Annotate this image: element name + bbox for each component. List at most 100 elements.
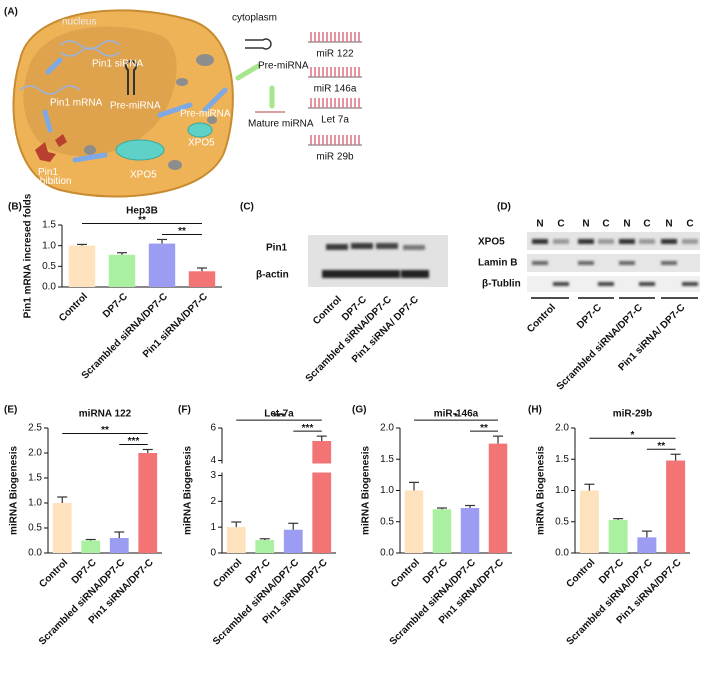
band: [532, 261, 548, 265]
significance-label: ***: [128, 436, 140, 447]
y-tick-label: 2.0: [555, 423, 569, 434]
fraction-label: N: [665, 219, 672, 230]
y-tick-label: 0: [210, 548, 216, 559]
sirna: [59, 40, 121, 57]
row-label: β-Tublin: [482, 279, 521, 290]
bar: [312, 441, 332, 553]
y-tick-label: 1.5: [380, 454, 394, 465]
row-label: β-actin: [256, 270, 289, 281]
vesicle: [207, 116, 217, 124]
y-tick-label: 1.0: [42, 240, 56, 251]
y-tick-label: 4: [210, 455, 216, 466]
band: [349, 270, 375, 278]
lane-label: Control: [311, 294, 344, 327]
bar: [68, 245, 96, 287]
x-tick-label: Control: [211, 557, 244, 590]
bar-chart: (G) miR-146a miRNA Biogenesis 0.0 0.5 1.0 1.5 2…: [352, 405, 512, 648]
band: [619, 261, 635, 265]
band: [374, 270, 400, 278]
band: [322, 270, 350, 278]
axis-break: [311, 463, 333, 473]
fraction-label: N: [582, 219, 589, 230]
arrow: [235, 63, 275, 109]
y-tick-label: 0.0: [42, 282, 56, 293]
chart-title: Let-7a: [264, 409, 294, 420]
y-tick-label: 0.5: [380, 516, 394, 527]
x-tick-label: Control: [57, 291, 90, 324]
label: XPO5: [130, 170, 157, 181]
significance-label: *: [631, 430, 635, 441]
band: [598, 282, 614, 286]
band: [598, 239, 614, 244]
bar-chart: (E) miRNA 122 miRNA Biogenesis 0.0 0.5 1.0 1.5…: [4, 405, 162, 648]
y-tick-label: 1.0: [555, 485, 569, 496]
label: Pin1 inhibition: [32, 167, 71, 187]
row-label: Lamin B: [478, 258, 517, 269]
blot-membrane: [527, 254, 700, 272]
y-tick-label: 1.5: [28, 473, 42, 484]
y-tick-label: 0.5: [42, 261, 56, 272]
label: Pre-miRNA: [180, 109, 231, 120]
xpo5-protein: [115, 139, 165, 161]
y-tick-label: 1: [210, 522, 216, 533]
y-tick-label: 2: [210, 496, 216, 507]
band: [553, 282, 569, 286]
label: XPO5: [188, 138, 215, 149]
lane-label: Control: [525, 302, 558, 335]
band: [326, 244, 348, 250]
bar: [255, 540, 275, 553]
y-axis-label: miRNA Biogenesis: [536, 446, 547, 536]
bar: [637, 537, 657, 553]
row-label: Pin1: [266, 243, 288, 254]
label: Pre-miRNA: [110, 101, 161, 112]
bar: [666, 460, 686, 553]
mirna-label: miR 122: [316, 49, 354, 60]
label: Mature miRNA: [248, 119, 314, 130]
vesicle: [196, 54, 214, 66]
blot-d: (D) XPO5 Lamin B β-Tublin N C N C N C N C Contro…: [478, 202, 700, 393]
panel-label: (D): [497, 202, 511, 213]
bar: [52, 503, 72, 553]
band: [376, 243, 398, 249]
label: Pre-miRNA: [258, 61, 309, 72]
bar: [188, 271, 216, 287]
bar: [138, 453, 158, 553]
band: [578, 239, 594, 244]
y-tick-label: 2.0: [28, 448, 42, 459]
chart-title: miR-29b: [613, 409, 652, 420]
significance-label: **: [101, 425, 109, 436]
y-tick-label: 0.5: [555, 516, 569, 527]
fraction-label: C: [557, 219, 564, 230]
mirna-label: Let 7a: [321, 115, 349, 126]
y-tick-label: 1.5: [42, 220, 56, 231]
fraction-label: C: [643, 219, 650, 230]
panel-label: (A): [4, 7, 18, 18]
y-tick-label: 0.5: [28, 523, 42, 534]
y-tick-label: 1.5: [555, 454, 569, 465]
fraction-label: C: [602, 219, 609, 230]
panel-label: (C): [240, 202, 254, 213]
bar-chart: (B) Hep3B Pin1 mRNA incresed folds 0.0 0.5 1.…: [8, 193, 222, 382]
arrow: [42, 57, 228, 163]
vesicle: [168, 160, 182, 170]
chart-title: miRNA 122: [79, 409, 132, 420]
band: [578, 261, 594, 265]
band: [401, 270, 429, 278]
lane-label: DP7-C: [575, 302, 604, 331]
bar: [579, 490, 599, 553]
bar: [283, 529, 303, 553]
y-tick-label: 6: [210, 423, 216, 434]
x-tick-label: DP7-C: [101, 291, 130, 320]
x-tick-label: Control: [37, 557, 70, 590]
vesicle: [176, 78, 188, 86]
band: [532, 239, 548, 244]
pre-mirna-hairpin: [125, 60, 137, 95]
lane-label: Scrambled siRNA/DP7-C: [555, 302, 645, 392]
significance-label: ***: [302, 423, 314, 434]
significance-label: **: [138, 215, 146, 226]
bar: [226, 527, 246, 553]
bar: [488, 443, 508, 553]
